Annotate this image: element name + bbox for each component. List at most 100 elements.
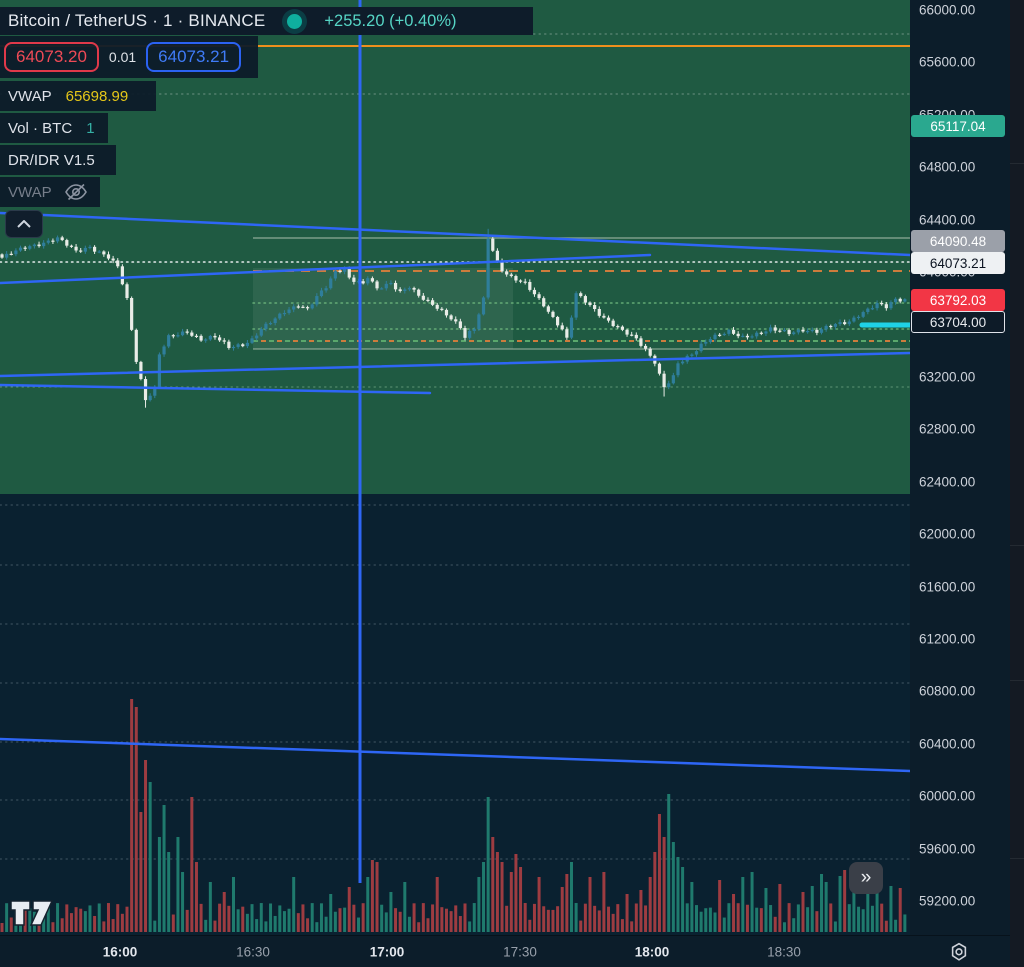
volume-bar xyxy=(380,904,384,932)
candle-body xyxy=(106,254,111,259)
candle-body xyxy=(426,299,430,302)
volume-bar xyxy=(616,904,620,932)
candle-body xyxy=(468,330,472,338)
tradingview-logo-icon xyxy=(10,900,54,926)
candle-body xyxy=(718,334,722,336)
trendline[interactable] xyxy=(0,737,910,773)
buy-button[interactable]: 64073.21 xyxy=(146,42,242,72)
dr-range-box[interactable] xyxy=(253,268,513,349)
volume-bar xyxy=(394,908,398,932)
trendline[interactable] xyxy=(0,383,432,395)
time-axis[interactable]: 16:00 16:30 17:00 17:30 18:00 18:30 xyxy=(0,935,1010,967)
volume-bar xyxy=(477,877,481,932)
candle-body xyxy=(125,284,129,298)
axis-settings-button[interactable] xyxy=(946,940,972,964)
candle-body xyxy=(620,326,625,330)
vwap-label: VWAP xyxy=(8,87,52,105)
price-axis[interactable]: 66000.0065600.0065200.0064800.0064400.00… xyxy=(910,0,1010,935)
candle-body xyxy=(528,281,532,290)
candle-body xyxy=(46,240,50,243)
volume-bar xyxy=(583,903,587,932)
volume-bar xyxy=(495,852,499,932)
volume-bar xyxy=(505,905,509,932)
symbol-header[interactable]: Bitcoin / TetherUS · 1 · BINANCE +255.20… xyxy=(0,7,533,35)
volume-bar xyxy=(843,870,847,932)
volume-bar xyxy=(301,904,305,932)
candle-body xyxy=(102,251,106,255)
eye-slash-icon[interactable] xyxy=(64,183,88,201)
price-axis-label: 62400.00 xyxy=(919,474,976,490)
symbol-title[interactable]: Bitcoin / TetherUS · 1 · BINANCE xyxy=(8,11,266,30)
volume-bar xyxy=(190,797,194,932)
price-axis-label: 59200.00 xyxy=(919,893,976,909)
volume-bar xyxy=(324,916,328,932)
chart-pane[interactable]: Bitcoin / TetherUS · 1 · BINANCE +255.20… xyxy=(0,0,910,935)
volume-bar xyxy=(361,903,365,932)
price-axis-label: 64400.00 xyxy=(919,212,976,228)
indicator-row-vwap[interactable]: VWAP 65698.99 xyxy=(0,81,156,111)
candle-body xyxy=(241,344,245,347)
sell-button[interactable]: 64073.20 xyxy=(4,42,99,72)
volume-bar xyxy=(741,877,745,932)
candle-body xyxy=(278,313,282,319)
candle-body xyxy=(778,330,782,332)
indicator-row-dr-idr[interactable]: DR/IDR V1.5 xyxy=(0,145,116,175)
strip-divider xyxy=(1010,545,1024,546)
volume-bar xyxy=(736,903,740,932)
bid-ask-row: 64073.20 0.01 64073.21 xyxy=(0,36,258,78)
market-status-dot-icon[interactable] xyxy=(287,13,303,29)
volume-bar xyxy=(671,842,675,932)
volume-bar xyxy=(296,913,300,932)
volume-bar xyxy=(727,903,731,932)
volume-bar xyxy=(241,906,245,932)
trendline[interactable] xyxy=(0,253,652,285)
candle-body xyxy=(315,296,319,305)
volume-bar xyxy=(801,892,805,932)
candle-body xyxy=(843,322,847,325)
time-axis-label: 17:00 xyxy=(369,944,405,960)
candle-body xyxy=(704,341,708,344)
candle-body xyxy=(694,351,699,355)
volume-bar xyxy=(65,904,69,932)
candle-body xyxy=(273,318,277,324)
indicator-row-volume[interactable]: Vol · BTC 1 xyxy=(0,113,108,143)
volume-bar xyxy=(218,903,222,932)
candle-body xyxy=(430,300,435,305)
candle-body xyxy=(569,317,574,338)
volume-bar xyxy=(750,872,754,932)
price-badge: 63704.00 xyxy=(911,311,1005,333)
tradingview-logo[interactable] xyxy=(10,896,56,935)
volume-bar xyxy=(79,908,83,932)
candle-body xyxy=(713,334,717,340)
volume-bar xyxy=(357,917,361,932)
legend-collapse-button[interactable] xyxy=(5,210,43,238)
time-axis-label: 18:30 xyxy=(767,944,801,960)
volume-bar xyxy=(519,867,523,932)
candle-body xyxy=(509,274,513,277)
volume-bar xyxy=(880,903,884,932)
candle-body xyxy=(556,316,560,326)
volume-bar xyxy=(278,905,282,932)
scroll-to-latest-button[interactable]: » xyxy=(849,862,883,894)
candle-body xyxy=(79,250,83,252)
volume-bar xyxy=(111,919,115,932)
volume-bar xyxy=(412,903,416,932)
price-chart-canvas[interactable] xyxy=(0,0,910,935)
volume-bar xyxy=(574,903,578,932)
volume-bar xyxy=(796,904,800,932)
candle-body xyxy=(282,312,287,315)
candle-body xyxy=(120,266,124,285)
volume-bar xyxy=(232,877,235,932)
volume-bar xyxy=(648,877,652,932)
candle-body xyxy=(370,278,374,282)
trendline[interactable] xyxy=(0,211,910,257)
indicator-row-vwap-hidden[interactable]: VWAP xyxy=(0,177,100,207)
candle-body xyxy=(347,267,351,278)
candle-body xyxy=(861,312,865,317)
candle-body xyxy=(162,346,166,355)
candle-body xyxy=(319,290,324,297)
trendline[interactable] xyxy=(0,351,910,378)
candle-body xyxy=(23,247,27,249)
volume-bar xyxy=(634,903,638,932)
volume-bar xyxy=(787,903,791,932)
